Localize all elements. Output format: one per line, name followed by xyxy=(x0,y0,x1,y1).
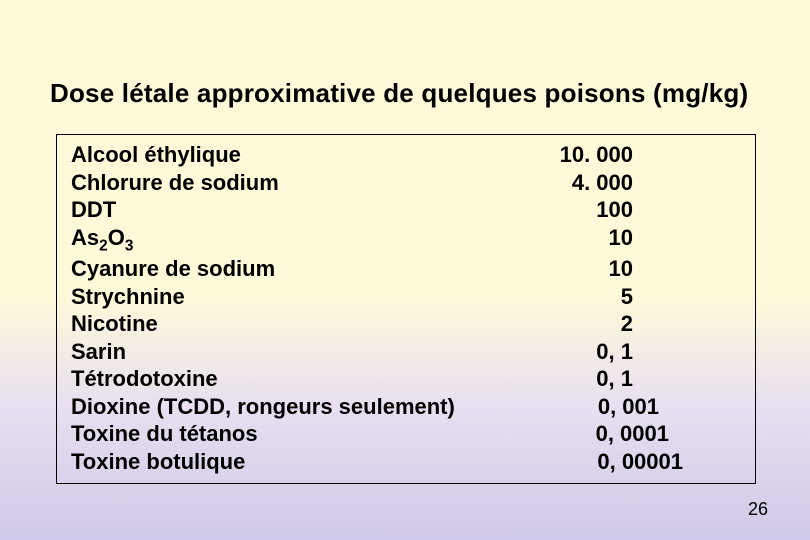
poison-name: Toxine botulique xyxy=(71,448,245,476)
poison-dose: 5 xyxy=(185,283,741,311)
poison-name: Cyanure de sodium xyxy=(71,255,275,283)
table-row: Strychnine5 xyxy=(71,283,741,311)
poison-dose: 100 xyxy=(116,196,741,224)
table-row: Toxine botulique0, 00001 xyxy=(71,448,741,476)
poison-name: Sarin xyxy=(71,338,126,366)
table-row: Sarin0, 1 xyxy=(71,338,741,366)
poison-dose: 4. 000 xyxy=(279,169,741,197)
table-row: Tétrodotoxine0, 1 xyxy=(71,365,741,393)
poison-name: Tétrodotoxine xyxy=(71,365,218,393)
table-row: DDT100 xyxy=(71,196,741,224)
poison-table: Alcool éthylique10. 000Chlorure de sodiu… xyxy=(56,134,756,484)
poison-name: Toxine du tétanos xyxy=(71,420,258,448)
poison-name: Strychnine xyxy=(71,283,185,311)
poison-dose: 0, 1 xyxy=(218,365,741,393)
page-number: 26 xyxy=(748,499,768,520)
poison-name: DDT xyxy=(71,196,116,224)
table-row: Dioxine (TCDD, rongeurs seulement)0, 001 xyxy=(71,393,741,421)
poison-name: Alcool éthylique xyxy=(71,141,241,169)
table-row: Chlorure de sodium4. 000 xyxy=(71,169,741,197)
poison-dose: 10 xyxy=(275,255,741,283)
table-row: Nicotine2 xyxy=(71,310,741,338)
poison-dose: 10. 000 xyxy=(241,141,741,169)
slide-title: Dose létale approximative de quelques po… xyxy=(50,78,792,109)
table-row: Toxine du tétanos0, 0001 xyxy=(71,420,741,448)
poison-name: Nicotine xyxy=(71,310,158,338)
poison-dose: 2 xyxy=(158,310,741,338)
poison-dose: 0, 1 xyxy=(126,338,741,366)
poison-dose: 0, 0001 xyxy=(258,420,741,448)
poison-name: Dioxine (TCDD, rongeurs seulement) xyxy=(71,393,455,421)
table-row: Cyanure de sodium10 xyxy=(71,255,741,283)
poison-name: Chlorure de sodium xyxy=(71,169,279,197)
table-row: Alcool éthylique10. 000 xyxy=(71,141,741,169)
table-row: As2O310 xyxy=(71,224,741,256)
poison-dose: 0, 00001 xyxy=(245,448,741,476)
poison-dose: 0, 001 xyxy=(455,393,741,421)
poison-dose: 10 xyxy=(133,224,741,252)
poison-name: As2O3 xyxy=(71,224,133,256)
